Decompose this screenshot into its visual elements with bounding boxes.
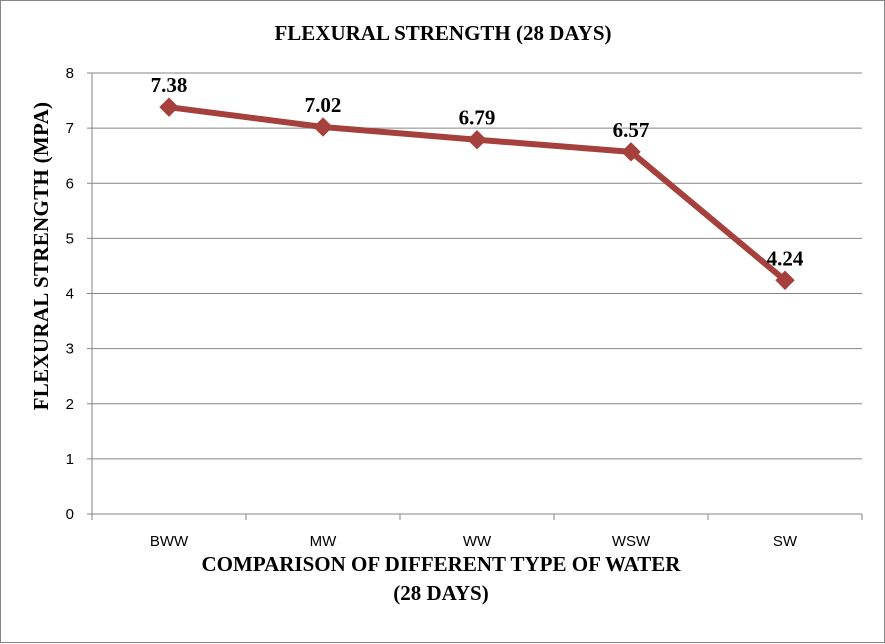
y-tick-label: 8 <box>66 65 74 82</box>
y-tick-label: 5 <box>66 230 74 247</box>
data-point-marker <box>775 270 795 290</box>
y-tick-label: 3 <box>66 341 74 358</box>
y-tick-label: 7 <box>66 120 74 137</box>
data-point-marker <box>621 142 641 162</box>
x-tick-label: WW <box>463 533 492 550</box>
y-axis-label: FLEXURAL STRENGTH (MPA) <box>29 102 53 411</box>
svg-text:FLEXURAL STRENGTH (MPA): FLEXURAL STRENGTH (MPA) <box>29 102 53 411</box>
x-tick-label: MW <box>310 533 337 550</box>
data-point-marker <box>159 97 179 117</box>
y-tick-label: 1 <box>66 451 74 468</box>
x-tick-label: WSW <box>612 533 651 550</box>
x-tick-label: BWW <box>150 533 189 550</box>
data-label: 7.38 <box>151 73 188 97</box>
data-label: 6.57 <box>613 118 650 142</box>
x-axis: BWW MW WW WSW SW <box>91 73 863 550</box>
gridlines <box>92 72 862 460</box>
y-tick-label: 0 <box>66 506 74 523</box>
y-tick-label: 6 <box>66 175 74 192</box>
data-label: 7.02 <box>305 93 342 117</box>
y-tick-label: 2 <box>66 396 74 413</box>
data-point-marker <box>467 129 487 150</box>
series-layer: 7.38 7.02 6.79 6.57 4.24 <box>151 73 804 290</box>
data-label: 4.24 <box>767 246 804 270</box>
data-point-marker <box>313 117 333 137</box>
data-label: 6.79 <box>459 106 496 130</box>
x-tick-label: SW <box>773 533 798 550</box>
y-tick-label: 4 <box>66 286 74 303</box>
x-axis-label-line-1: COMPARISON OF DIFFERENT TYPE OF WATER <box>202 552 682 576</box>
x-axis-label-line-2: (28 DAYS) <box>393 581 488 605</box>
chart-title: FLEXURAL STRENGTH (28 DAYS) <box>274 21 611 45</box>
y-axis-ticks: 0 1 2 3 4 5 6 7 8 <box>66 65 92 523</box>
